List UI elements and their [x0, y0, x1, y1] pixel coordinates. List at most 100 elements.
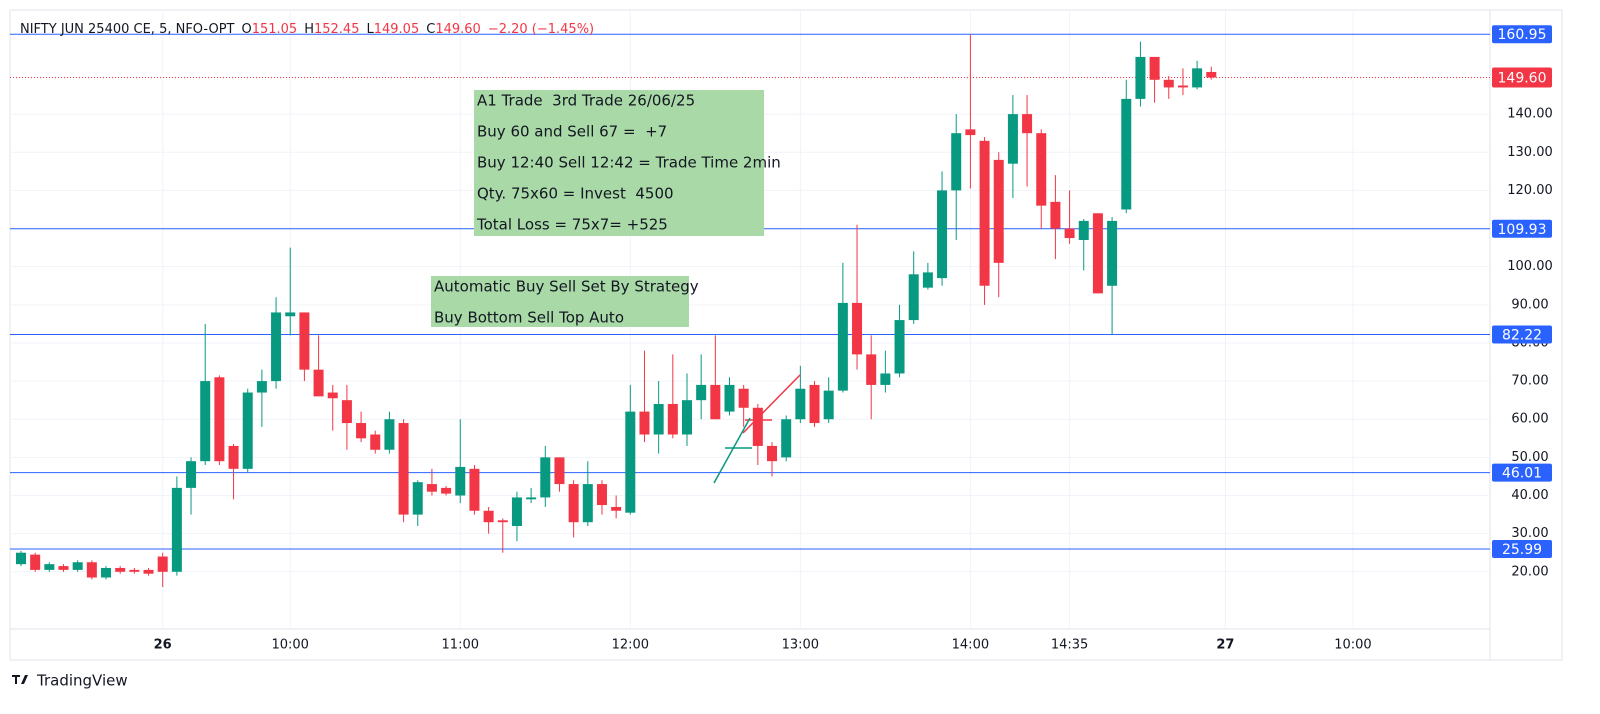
- candle-body: [1064, 228, 1075, 239]
- candle-body: [1078, 220, 1089, 240]
- annotation-text: Qty. 75x60 = Invest 4500: [477, 185, 674, 203]
- y-tick-label: 100.00: [1507, 259, 1553, 274]
- candle-body: [752, 407, 763, 446]
- legend-text: 152.45: [314, 22, 360, 37]
- candle-body: [724, 384, 735, 412]
- level-label: 109.93: [1498, 222, 1547, 238]
- candle-body: [327, 392, 338, 399]
- candle-body: [171, 487, 182, 572]
- legend-text: L: [366, 22, 374, 37]
- candle-body: [44, 564, 55, 570]
- candle-body: [710, 384, 721, 420]
- candle-body: [1036, 133, 1047, 206]
- candle-body: [540, 457, 551, 498]
- candle-body: [625, 411, 636, 513]
- candles: [16, 34, 1217, 588]
- drawings: [713, 374, 801, 484]
- candle-body: [837, 302, 848, 391]
- frame: [9, 9, 1563, 661]
- trend-line: [742, 374, 801, 434]
- candle-body: [979, 140, 990, 286]
- candle-body: [228, 445, 239, 469]
- trend-line: [713, 417, 751, 484]
- candle-body: [1177, 85, 1188, 88]
- x-tick-label: 26: [154, 638, 172, 653]
- y-tick-label: 140.00: [1507, 107, 1553, 122]
- x-tick-label: 10:00: [271, 638, 308, 653]
- candle-body: [129, 569, 140, 572]
- level-label: 25.99: [1502, 542, 1542, 558]
- candle-body: [880, 373, 891, 385]
- candle-body: [469, 468, 480, 511]
- candle-body: [313, 369, 324, 397]
- legend-text: C: [426, 22, 435, 37]
- level-label-bg: [1492, 25, 1552, 44]
- candle-body: [341, 400, 352, 424]
- candle-body: [441, 487, 452, 494]
- candle-body: [271, 312, 282, 382]
- candle-body: [200, 381, 211, 462]
- candle-body: [526, 497, 537, 500]
- candle-body: [1121, 98, 1132, 210]
- y-tick-label: 60.00: [1511, 412, 1548, 427]
- candle-body: [115, 567, 126, 572]
- candle-body: [937, 190, 948, 279]
- candle-body: [256, 381, 267, 393]
- level-label-bg: [1492, 539, 1552, 558]
- annotation-box: [474, 90, 764, 236]
- candle-body: [582, 484, 593, 523]
- brand-text: TradingView: [36, 672, 128, 690]
- candle-body: [214, 377, 225, 462]
- candle-body: [483, 510, 494, 523]
- y-tick-label: 30.00: [1511, 526, 1548, 541]
- legend-text: O: [241, 22, 251, 37]
- candle-body: [30, 554, 41, 570]
- candle-body: [993, 159, 1004, 263]
- candle-body: [370, 434, 381, 450]
- annotation-box: [431, 276, 689, 327]
- annotations: A1 Trade 3rd Trade 26/06/25 Buy 60 and Se…: [431, 90, 781, 327]
- candle-body: [809, 384, 820, 424]
- annotation-text: Automatic Buy Sell Set By Strategy: [434, 278, 699, 296]
- candle-body: [653, 403, 664, 435]
- axis-labels: 20.0030.0040.0050.0060.0070.0080.0090.00…: [154, 25, 1553, 653]
- candle-body: [455, 466, 466, 496]
- annotation-text: Buy Bottom Sell Top Auto: [434, 309, 624, 327]
- candle-body: [101, 567, 112, 578]
- candle-body: [1007, 114, 1018, 164]
- candle-body: [596, 484, 607, 506]
- candle-body: [1107, 220, 1118, 286]
- candle-body: [356, 423, 367, 439]
- candle-body: [58, 566, 69, 570]
- candle-body: [696, 384, 707, 401]
- branding: TradingView: [12, 672, 128, 690]
- candle-body: [1050, 201, 1061, 229]
- candle-body: [767, 445, 778, 462]
- candle-body: [16, 552, 26, 565]
- candle-body: [285, 312, 296, 317]
- last-price-bg: [1492, 67, 1552, 88]
- annotation-text: Buy 12:40 Sell 12:42 = Trade Time 2min: [477, 154, 781, 172]
- candle-body: [922, 272, 933, 288]
- level-label: 82.22: [1502, 327, 1542, 343]
- candle-body: [143, 569, 154, 574]
- candle-body: [1092, 213, 1103, 294]
- candle-body: [781, 419, 792, 458]
- annotation-text: Total Loss = 75x7= +525: [476, 216, 668, 234]
- candle-body: [398, 423, 409, 515]
- level-label-bg: [1492, 463, 1552, 482]
- candle-body: [823, 390, 834, 420]
- level-label-bg: [1492, 219, 1552, 238]
- logo: [12, 675, 28, 684]
- candle-body: [412, 482, 423, 515]
- candle-body: [795, 388, 806, 420]
- y-tick-label: 90.00: [1511, 297, 1548, 312]
- candle-body: [157, 556, 168, 572]
- level-label: 160.95: [1498, 27, 1547, 43]
- x-tick-label: 13:00: [782, 638, 819, 653]
- x-tick-label: 10:00: [1334, 638, 1371, 653]
- x-tick-label: 12:00: [612, 638, 649, 653]
- candle-body: [86, 562, 97, 578]
- candle-body: [1206, 71, 1217, 78]
